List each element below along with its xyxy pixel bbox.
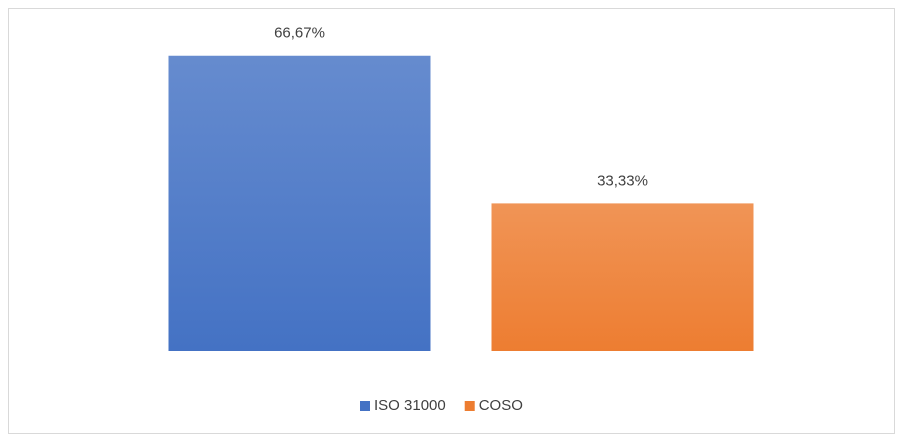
data-label: 66,67% bbox=[274, 25, 325, 42]
chart-border bbox=[8, 8, 895, 434]
legend-swatch bbox=[464, 401, 475, 411]
data-label: 33,33% bbox=[597, 172, 648, 189]
bar bbox=[491, 203, 754, 351]
legend-label: ISO 31000 bbox=[374, 397, 446, 414]
legend-label: COSO bbox=[479, 397, 523, 414]
bar bbox=[168, 55, 431, 352]
legend-swatch bbox=[360, 401, 370, 411]
